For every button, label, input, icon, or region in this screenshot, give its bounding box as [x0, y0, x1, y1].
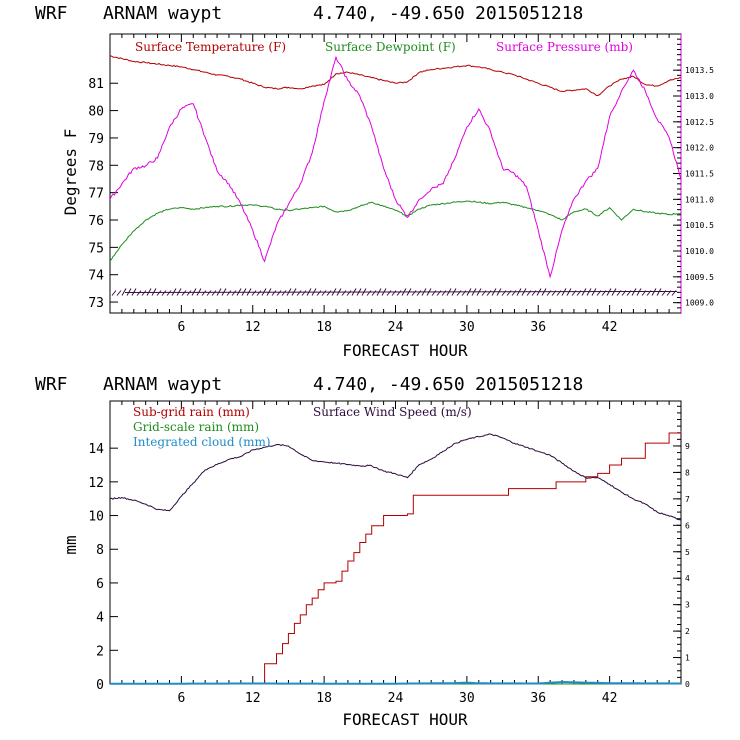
x-tick-label: 6	[177, 320, 185, 335]
y-tick-label: 74	[88, 269, 104, 284]
x-axis-label: FORECAST HOUR	[342, 710, 468, 729]
right-y-tick-label: 3	[685, 601, 690, 610]
y-axis-label: Degrees F	[61, 129, 80, 216]
right-y-tick-label: 0	[685, 680, 690, 689]
right-y-tick-label: 1010.5	[685, 221, 714, 230]
series-integrated-cloud-mm	[110, 681, 681, 685]
series-surface-wind-speed-m-s	[109, 433, 682, 521]
x-tick-label: 36	[530, 320, 546, 335]
x-tick-label: 36	[530, 691, 546, 706]
series-surface-temperature-f	[109, 55, 681, 97]
right-y-tick-label: 1009.5	[685, 273, 714, 282]
right-y-tick-label: 1013.5	[685, 66, 714, 75]
right-y-tick-label: 1013.0	[685, 92, 714, 101]
y-tick-label: 8	[96, 543, 104, 558]
x-tick-label: 42	[602, 320, 618, 335]
series-surface-pressure-mb	[109, 55, 682, 279]
legend: Surface Temperature (F) Surface Dewpoint…	[135, 40, 633, 54]
y-tick-label: 79	[88, 132, 104, 147]
wind-hatch-baseline	[124, 290, 678, 293]
series-sub-grid-rain-mm	[256, 431, 682, 685]
y-tick-label: 14	[88, 442, 104, 457]
x-tick-label: 18	[316, 691, 332, 706]
right-y-tick-label: 7	[685, 495, 690, 504]
y-tick-label: 78	[88, 159, 104, 174]
right-y-tick-label: 9	[685, 442, 690, 451]
precipitation-panel: WRF ARNAM waypt 4.740, -49.650 201505121…	[35, 374, 690, 729]
right-y-tick-label: 1012.0	[685, 144, 714, 153]
x-tick-label: 18	[316, 320, 332, 335]
x-tick-label: 30	[459, 691, 475, 706]
legend-pressure: Surface Pressure (mb)	[496, 40, 633, 54]
title-coords: 4.740, -49.650	[313, 3, 465, 24]
y-tick-label: 0	[96, 678, 104, 693]
y-tick-label: 76	[88, 214, 104, 229]
y-axis-label: mm	[61, 535, 80, 554]
legend-wind-speed: Surface Wind Speed (m/s)	[313, 405, 472, 419]
x-tick-label: 24	[388, 691, 404, 706]
legend-integrated-cloud: Integrated cloud (mm)	[133, 435, 271, 449]
right-y-tick-label: 2	[685, 627, 690, 636]
x-tick-label: 6	[177, 691, 185, 706]
title-station: ARNAM waypt	[103, 374, 222, 395]
chart-title: WRF ARNAM waypt 4.740, -49.650 201505121…	[35, 374, 583, 395]
right-y-tick-label: 8	[685, 468, 690, 477]
right-y-tick-label: 1010.0	[685, 247, 714, 256]
title-model: WRF	[35, 3, 68, 24]
legend: Sub-grid rain (mm) Surface Wind Speed (m…	[133, 405, 472, 449]
legend-gridscale-rain: Grid-scale rain (mm)	[133, 420, 259, 434]
x-tick-label: 42	[602, 691, 618, 706]
y-tick-label: 4	[96, 611, 104, 626]
y-tick-label: 10	[88, 510, 104, 525]
right-y-tick-label: 1011.5	[685, 170, 714, 179]
x-tick-label: 12	[245, 320, 261, 335]
y-tick-label: 75	[88, 241, 104, 256]
plot-frame	[109, 33, 682, 314]
right-y-tick-label: 6	[685, 521, 690, 530]
right-y-tick-label: 1	[685, 654, 690, 663]
temperature-panel: WRF ARNAM waypt 4.740, -49.650 201505121…	[35, 3, 714, 360]
y-tick-label: 12	[88, 476, 104, 491]
x-axis-label: FORECAST HOUR	[342, 341, 468, 360]
right-y-tick-label: 1011.0	[685, 195, 714, 204]
y-tick-label: 73	[88, 296, 104, 311]
title-init: 2015051218	[475, 374, 583, 395]
x-tick-label: 30	[459, 320, 475, 335]
plot-area: 6 12 18 24 30 36 42 73 74 75 76 77 78 79 80 81 1009.0 100…	[88, 33, 714, 335]
right-y-tick-label: 1009.0	[685, 299, 714, 308]
legend-dewpoint: Surface Dewpoint (F)	[325, 40, 456, 54]
y-tick-label: 77	[88, 187, 104, 202]
series-surface-dewpoint-f	[109, 200, 682, 262]
x-tick-label: 12	[245, 691, 261, 706]
right-y-tick-label: 5	[685, 548, 690, 557]
right-y-tick-label: 1012.5	[685, 118, 714, 127]
y-tick-label: 6	[96, 577, 104, 592]
legend-temperature: Surface Temperature (F)	[135, 40, 286, 54]
x-tick-label: 24	[388, 320, 404, 335]
title-init: 2015051218	[475, 3, 583, 24]
chart-title: WRF ARNAM waypt 4.740, -49.650 201505121…	[35, 3, 583, 24]
y-tick-label: 2	[96, 644, 104, 659]
y-tick-label: 81	[88, 77, 104, 92]
title-coords: 4.740, -49.650	[313, 374, 465, 395]
title-station: ARNAM waypt	[103, 3, 222, 24]
y-tick-label: 80	[88, 105, 104, 120]
title-model: WRF	[35, 374, 68, 395]
right-y-tick-label: 4	[685, 574, 690, 583]
legend-subgrid-rain: Sub-grid rain (mm)	[133, 405, 250, 419]
